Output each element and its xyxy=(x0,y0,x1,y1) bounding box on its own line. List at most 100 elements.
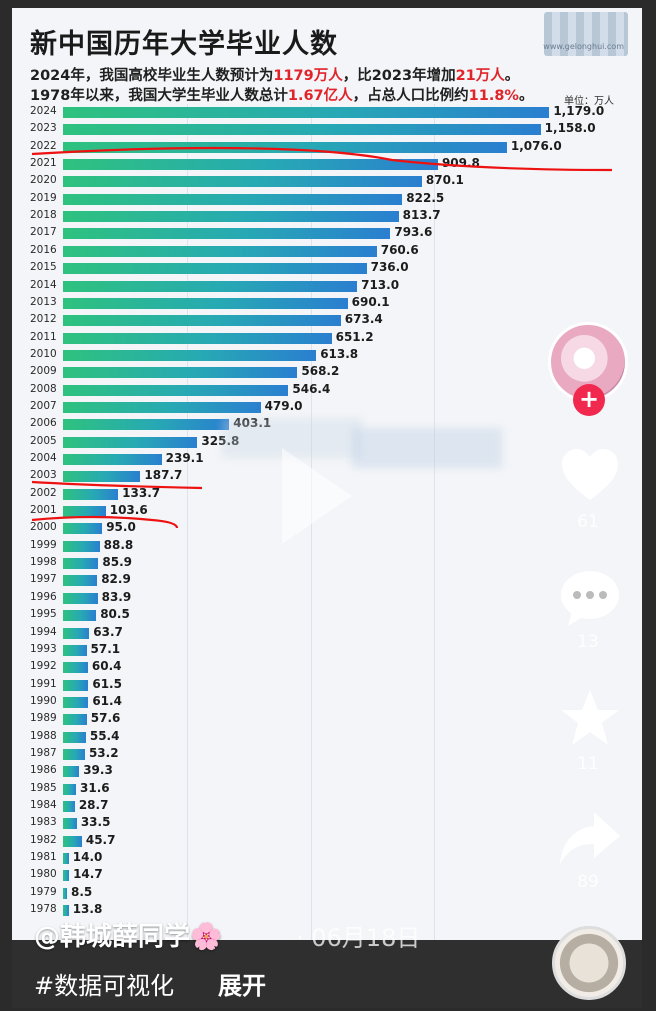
bar xyxy=(63,679,89,691)
year-label: 1984 xyxy=(30,799,57,811)
unit-label: 单位：万人 xyxy=(564,96,614,107)
chart-row: 1983 33.5 xyxy=(12,815,642,832)
value-label: 690.1 xyxy=(351,294,390,309)
year-label: 1989 xyxy=(30,712,57,725)
value-label: 31.6 xyxy=(80,780,110,795)
subtitle-line-2: 1978年以来，我国大学生毕业人数总计1.67亿人，占总人口比例约11.8%。 xyxy=(30,84,533,105)
caption-bar xyxy=(12,940,642,1008)
year-label: 1987 xyxy=(30,746,57,759)
bar xyxy=(63,384,289,396)
bar xyxy=(63,610,97,622)
year-label: 2006 xyxy=(30,417,57,430)
hashtag-link[interactable]: #数据可视化 xyxy=(34,972,175,1000)
bar xyxy=(63,506,106,518)
bar xyxy=(63,454,162,465)
value-label: 651.2 xyxy=(335,329,374,344)
share-count: 89 xyxy=(577,872,599,892)
chart-row: 2022 1,076.0 xyxy=(12,139,642,156)
chart-row: 2016 760.6 xyxy=(12,243,642,260)
value-label: 80.5 xyxy=(100,607,130,622)
year-label: 2010 xyxy=(30,347,57,360)
year-label: 1997 xyxy=(30,573,57,586)
star-icon[interactable] xyxy=(558,688,622,748)
value-label: 1,158.0 xyxy=(544,121,596,136)
bar xyxy=(63,245,377,257)
year-label: 1979 xyxy=(30,885,57,898)
bar xyxy=(63,801,75,812)
chart-row: 2023 1,158.0 xyxy=(12,121,642,138)
chart-row: 1980 14.7 xyxy=(12,867,642,884)
value-label: 95.0 xyxy=(106,520,136,535)
value-label: 813.7 xyxy=(402,208,441,223)
bar xyxy=(63,349,317,361)
bar xyxy=(63,835,82,847)
watermark-text: www.gelonghui.com xyxy=(543,42,624,51)
value-label: 8.5 xyxy=(71,884,93,899)
bar xyxy=(63,731,86,743)
chart-row: 2020 870.1 xyxy=(12,173,642,190)
heart-icon[interactable] xyxy=(558,446,622,506)
bar xyxy=(63,211,399,223)
value-label: 57.6 xyxy=(90,711,121,726)
bar xyxy=(63,887,67,899)
chart-row: 1987 53.2 xyxy=(12,746,642,763)
gridline xyxy=(434,104,436,1008)
bar xyxy=(63,124,541,136)
share-icon[interactable] xyxy=(558,808,622,868)
value-label: 239.1 xyxy=(165,451,204,465)
value-label: 613.8 xyxy=(320,346,359,361)
year-label: 2021 xyxy=(30,157,57,170)
chart-row: 1986 39.3 xyxy=(12,763,642,780)
chart-row: 1989 57.6 xyxy=(12,711,642,728)
year-label: 1994 xyxy=(30,625,57,638)
chart-row: 2014 713.0 xyxy=(12,278,642,295)
value-label: 13.8 xyxy=(72,902,103,917)
year-label: 1978 xyxy=(30,903,57,916)
chart-row: 1997 82.9 xyxy=(12,572,642,589)
chart-row: 1985 31.6 xyxy=(12,781,642,798)
year-label: 2014 xyxy=(30,278,57,291)
subtitle-highlight: 11.8% xyxy=(468,88,519,104)
expand-button[interactable]: 展开 xyxy=(218,972,266,1000)
chart-row: 1982 45.7 xyxy=(12,833,642,850)
value-label: 83.9 xyxy=(101,589,132,604)
year-label: 1999 xyxy=(30,538,57,551)
chart-row: 2012 673.4 xyxy=(12,312,642,329)
chart-row: 2015 736.0 xyxy=(12,260,642,277)
chart-row: 2013 690.1 xyxy=(12,295,642,312)
chart-row: 2007 479.0 xyxy=(12,399,642,416)
comment-icon[interactable] xyxy=(558,568,622,628)
chart-row: 1992 60.4 xyxy=(12,659,642,676)
year-label: 2019 xyxy=(30,191,57,204)
chart-row: 2018 813.7 xyxy=(12,208,642,225)
bar xyxy=(63,853,69,865)
gridline xyxy=(186,104,188,1008)
bar xyxy=(63,471,141,483)
value-label: 57.1 xyxy=(90,641,121,656)
follow-plus-icon[interactable]: + xyxy=(573,384,605,416)
chart-row: 1993 57.1 xyxy=(12,642,642,659)
year-label: 2001 xyxy=(30,504,57,517)
value-label: 63.7 xyxy=(93,624,123,639)
music-disc-icon[interactable] xyxy=(552,926,626,1000)
value-label: 60.4 xyxy=(91,659,122,674)
bar xyxy=(63,540,100,552)
bar xyxy=(63,766,80,778)
play-icon[interactable] xyxy=(282,448,352,544)
value-label: 760.6 xyxy=(380,242,419,257)
value-label: 53.2 xyxy=(88,745,119,760)
bar xyxy=(63,159,438,171)
bar xyxy=(63,263,367,275)
bar xyxy=(63,332,332,344)
chart-row: 2021 909.8 xyxy=(12,156,642,173)
year-label: 2017 xyxy=(30,226,57,239)
year-label: 2018 xyxy=(30,209,57,222)
bar xyxy=(63,818,77,830)
year-label: 2012 xyxy=(30,313,57,326)
bar xyxy=(63,592,98,604)
chart-row: 1994 63.7 xyxy=(12,625,642,642)
chart-row: 2008 546.4 xyxy=(12,382,642,399)
video-content[interactable]: 新中国历年大学毕业人数 www.gelonghui.com 2024年，我国高校… xyxy=(12,8,642,1008)
value-label: 103.6 xyxy=(109,503,148,518)
author-name[interactable]: @韩城薛同学🌸 xyxy=(34,922,223,952)
